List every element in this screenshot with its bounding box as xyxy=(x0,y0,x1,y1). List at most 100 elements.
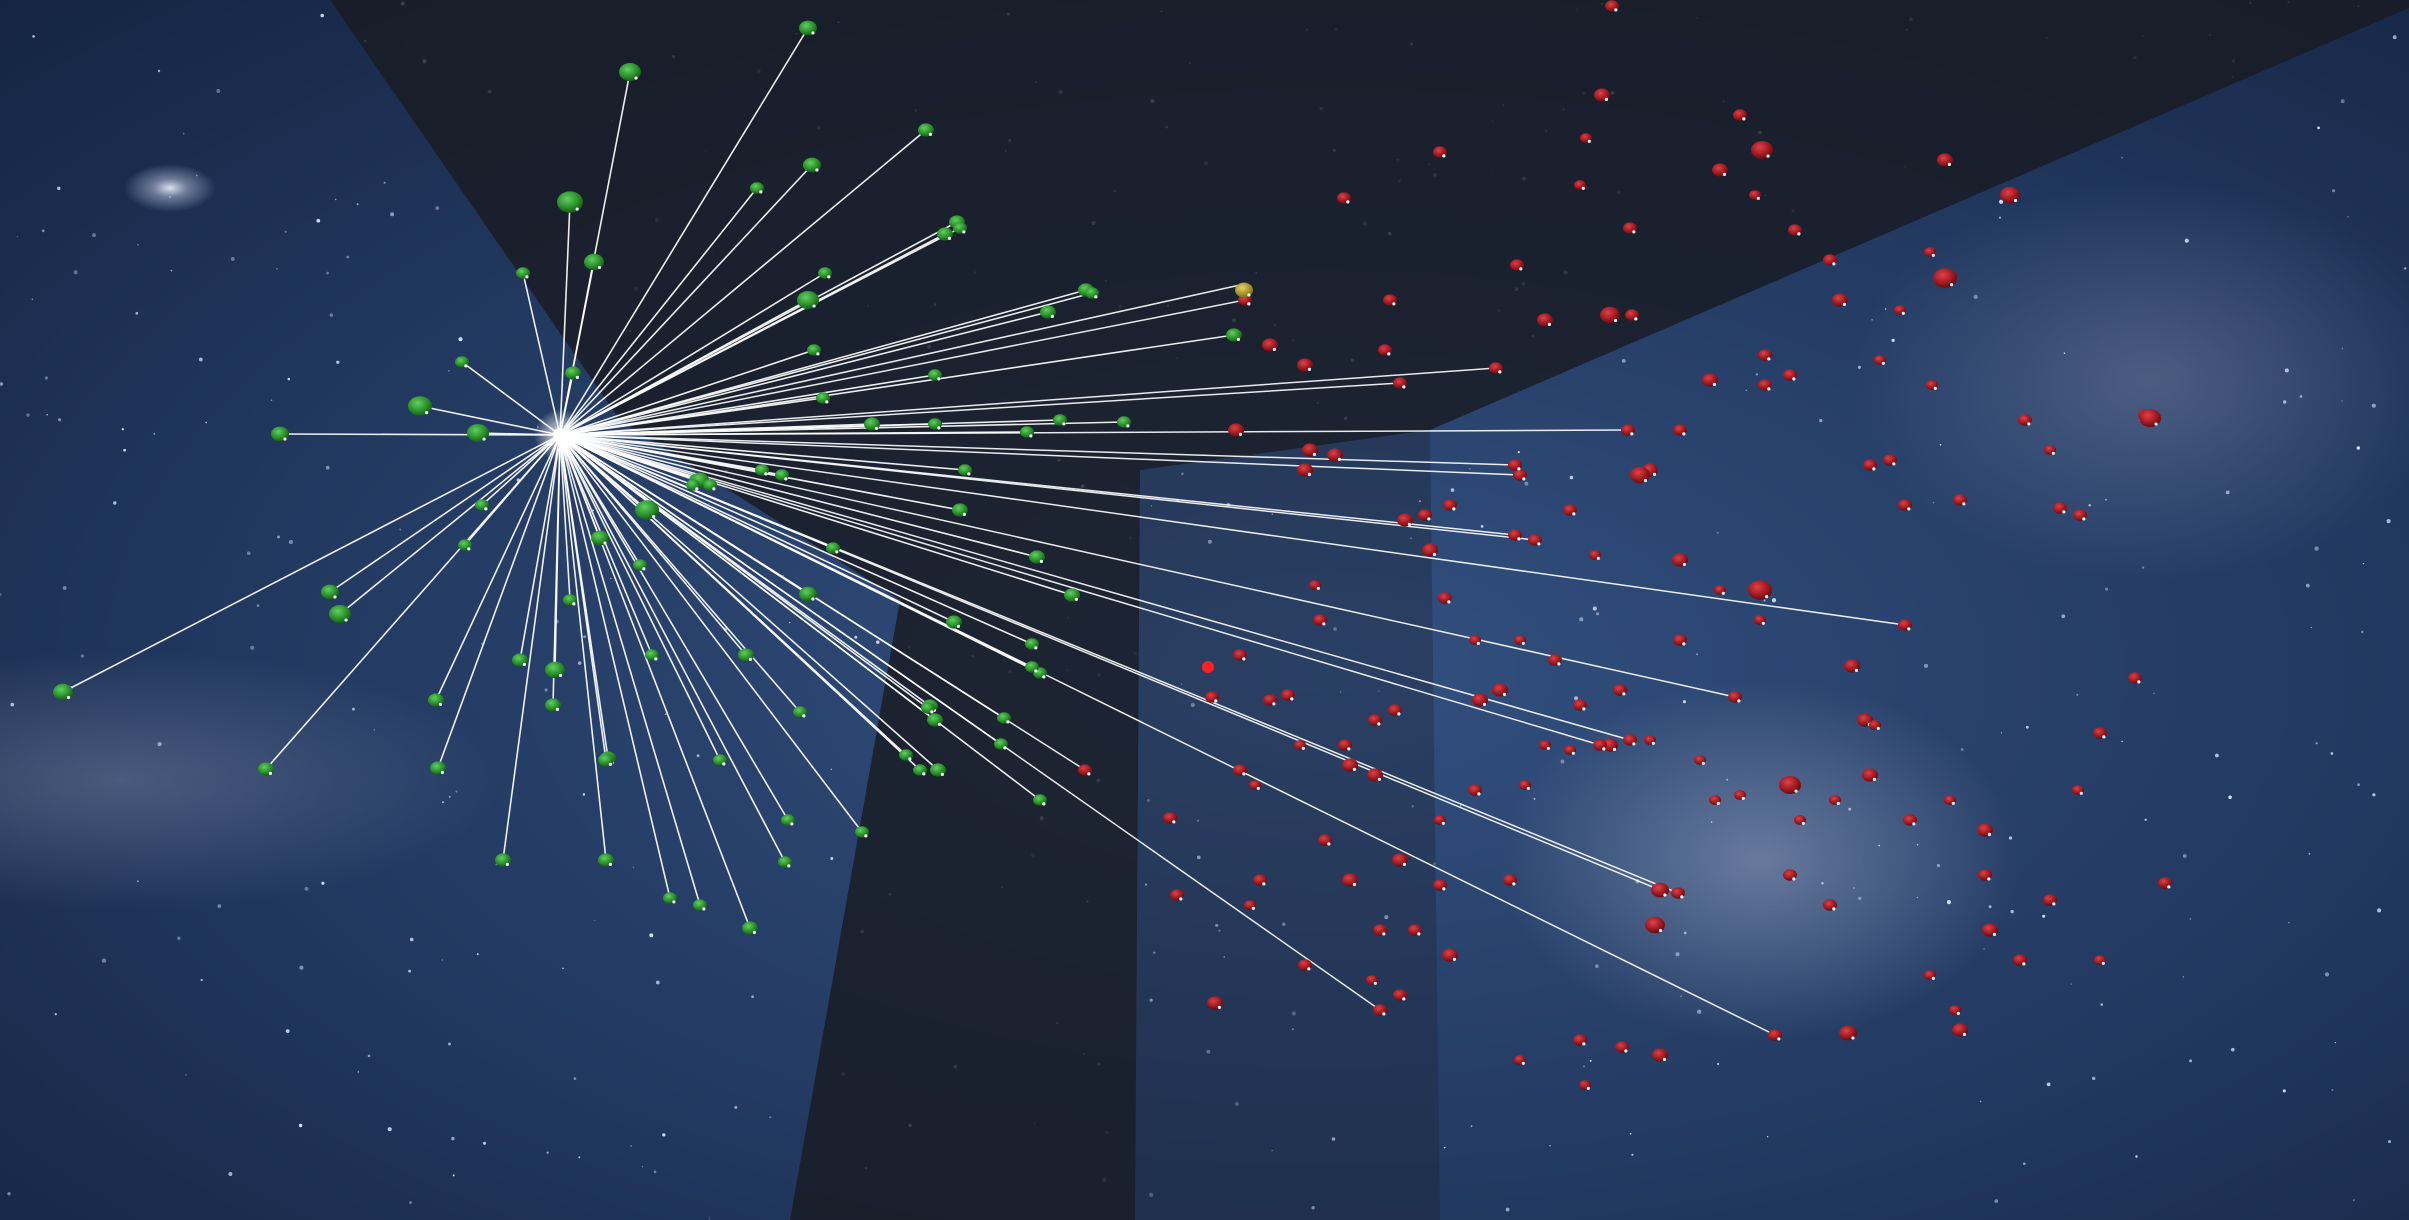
node-highlight xyxy=(1042,802,1046,806)
star xyxy=(1998,216,2002,219)
green-node-icon[interactable] xyxy=(467,424,489,442)
node-highlight xyxy=(1526,786,1530,790)
star xyxy=(1629,1132,1632,1135)
star xyxy=(73,270,78,275)
node-highlight xyxy=(1417,932,1421,936)
node-highlight xyxy=(1737,699,1741,703)
node-highlight xyxy=(283,437,287,441)
node-highlight xyxy=(333,595,337,599)
node-highlight xyxy=(962,230,966,234)
red-node-icon[interactable] xyxy=(2139,409,2161,427)
star xyxy=(2347,216,2349,218)
star xyxy=(1443,1146,1446,1149)
node-highlight xyxy=(1179,897,1183,901)
star xyxy=(2356,446,2361,450)
node-highlight xyxy=(922,772,926,776)
node-highlight xyxy=(634,76,638,80)
node-highlight xyxy=(1842,302,1846,306)
star xyxy=(830,857,834,860)
star xyxy=(169,196,171,198)
connection-line xyxy=(559,434,789,821)
connection-line xyxy=(559,434,607,761)
green-node-icon[interactable] xyxy=(557,191,583,213)
connection-line xyxy=(502,434,561,861)
star xyxy=(1418,500,1421,503)
star xyxy=(1524,481,1529,486)
star xyxy=(334,198,337,201)
node-highlight xyxy=(1312,452,1316,456)
star xyxy=(1726,778,1729,781)
node-highlight xyxy=(2013,198,2018,203)
star xyxy=(329,313,333,317)
node-highlight xyxy=(1721,591,1725,595)
red-node-icon[interactable] xyxy=(1933,268,1957,288)
star xyxy=(1480,525,1484,528)
star xyxy=(1218,929,1221,932)
star xyxy=(2046,1082,2051,1087)
red-node-icon[interactable] xyxy=(1779,776,1801,794)
node-highlight xyxy=(2051,451,2055,455)
node-highlight xyxy=(1537,542,1541,546)
star xyxy=(195,174,198,177)
node-highlight xyxy=(1612,747,1616,752)
red-node-icon[interactable] xyxy=(1748,580,1772,600)
graph-nodes[interactable] xyxy=(53,0,2172,1090)
node-highlight xyxy=(752,930,757,935)
node-highlight xyxy=(1765,595,1769,599)
star xyxy=(2314,546,2319,551)
node-highlight xyxy=(1701,761,1705,765)
node-highlight xyxy=(1876,726,1880,730)
green-node-icon[interactable] xyxy=(408,396,432,416)
node-highlight xyxy=(1931,253,1935,257)
node-highlight xyxy=(1634,317,1638,321)
node-highlight xyxy=(1247,293,1251,297)
node-highlight xyxy=(1962,1032,1966,1036)
node-highlight xyxy=(572,602,576,606)
node-highlight xyxy=(1301,746,1305,750)
node-highlight xyxy=(603,541,607,545)
node-highlight xyxy=(2079,791,2083,795)
star xyxy=(277,535,280,539)
connection-line xyxy=(559,129,927,436)
green-node-icon[interactable] xyxy=(619,63,641,81)
star xyxy=(2377,908,2382,913)
red-node-icon[interactable] xyxy=(1751,141,1773,159)
hub-node-icon[interactable] xyxy=(534,409,586,461)
green-node-icon[interactable] xyxy=(797,291,819,309)
star xyxy=(1505,1207,1510,1212)
star xyxy=(2121,156,2123,159)
node-highlight xyxy=(722,762,726,766)
star xyxy=(562,967,564,970)
node-highlight xyxy=(2102,735,2106,739)
green-node-icon[interactable] xyxy=(635,500,659,520)
connection-line xyxy=(559,434,607,861)
star xyxy=(2076,693,2079,696)
star xyxy=(751,995,754,999)
star xyxy=(1766,1136,1769,1138)
node-highlight xyxy=(835,550,839,554)
green-node-icon[interactable] xyxy=(329,605,351,623)
node-highlight xyxy=(1172,820,1176,824)
node-highlight xyxy=(1003,746,1007,750)
node-highlight xyxy=(66,695,71,700)
node-highlight xyxy=(2062,510,2066,514)
star xyxy=(1745,389,1747,391)
node-highlight xyxy=(1517,467,1521,471)
star xyxy=(1517,451,1520,454)
star xyxy=(578,1156,581,1159)
node-highlight xyxy=(1521,641,1525,645)
connection-line xyxy=(559,434,966,471)
selected-marker-icon[interactable] xyxy=(1202,661,1214,673)
node-highlight xyxy=(1950,283,1954,287)
star xyxy=(285,1029,290,1033)
star xyxy=(1207,539,1212,544)
node-highlight xyxy=(1962,502,1966,506)
node-highlight xyxy=(956,624,961,629)
star xyxy=(58,418,62,422)
node-highlight xyxy=(1682,642,1686,646)
star xyxy=(630,1145,632,1147)
connection-line xyxy=(519,434,561,661)
node-highlight xyxy=(1912,822,1916,826)
node-highlight xyxy=(937,722,942,727)
